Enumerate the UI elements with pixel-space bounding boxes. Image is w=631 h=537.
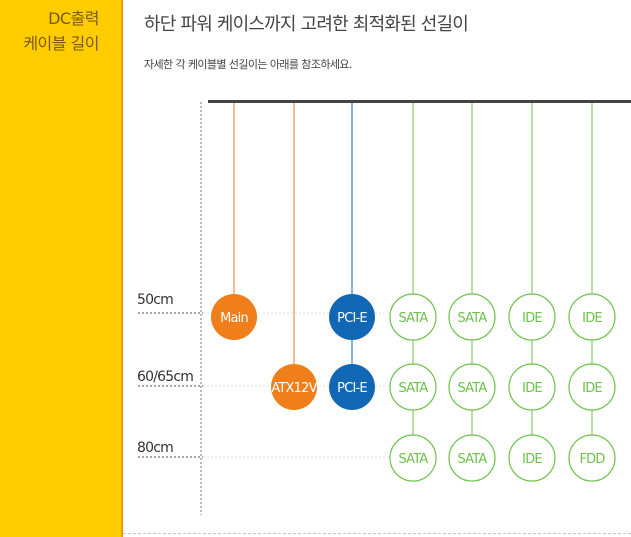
- connector-label: IDE: [522, 311, 542, 326]
- connector-label: SATA: [457, 311, 487, 326]
- connector-node: [508, 434, 556, 482]
- connector-label: SATA: [398, 381, 428, 396]
- power-supply-bar: [208, 100, 631, 103]
- connector-label: SATA: [398, 311, 428, 326]
- sidebar-title: DC출력 케이블 길이: [23, 6, 99, 56]
- page-title: 하단 파워 케이스까지 고려한 최적화된 선길이: [144, 14, 469, 35]
- connector-label: IDE: [522, 452, 542, 467]
- length-label: 80cm: [137, 440, 173, 456]
- connector-node: [568, 293, 616, 341]
- connector-node: [389, 293, 437, 341]
- connector-node: [389, 434, 437, 482]
- connector-node: [568, 363, 616, 411]
- sidebar-title-line1: DC출력: [48, 9, 99, 28]
- connector-label: IDE: [582, 311, 602, 326]
- length-label: 50cm: [137, 292, 173, 308]
- connector-node: [448, 293, 496, 341]
- connector-label: IDE: [522, 381, 542, 396]
- connector-node: [211, 294, 257, 340]
- connector-label: Main: [220, 311, 248, 326]
- connector-label: PCI-E: [337, 311, 367, 326]
- connector-label: IDE: [582, 381, 602, 396]
- connector-label: SATA: [398, 452, 428, 467]
- connector-node: [389, 363, 437, 411]
- connector-label: PCI-E: [337, 381, 367, 396]
- sidebar-title-line2: 케이블 길이: [23, 34, 99, 53]
- connector-node: [448, 363, 496, 411]
- page-subtitle: 자세한 각 케이블별 선길이는 아래를 참조하세요.: [144, 58, 352, 71]
- bottom-divider: [123, 533, 631, 534]
- connector-label: SATA: [457, 381, 487, 396]
- connector-node: [508, 293, 556, 341]
- length-label: 60/65cm: [137, 369, 193, 385]
- connector-label: SATA: [457, 452, 487, 467]
- connector-node: [329, 364, 375, 410]
- connector-node: [448, 434, 496, 482]
- connector-node: [329, 294, 375, 340]
- connector-node: [568, 434, 616, 482]
- connector-label: FDD: [579, 452, 605, 467]
- connector-label: ATX12V: [271, 381, 317, 396]
- sidebar: DC출력 케이블 길이: [0, 0, 123, 537]
- connector-node: [271, 364, 317, 410]
- connector-node: [508, 363, 556, 411]
